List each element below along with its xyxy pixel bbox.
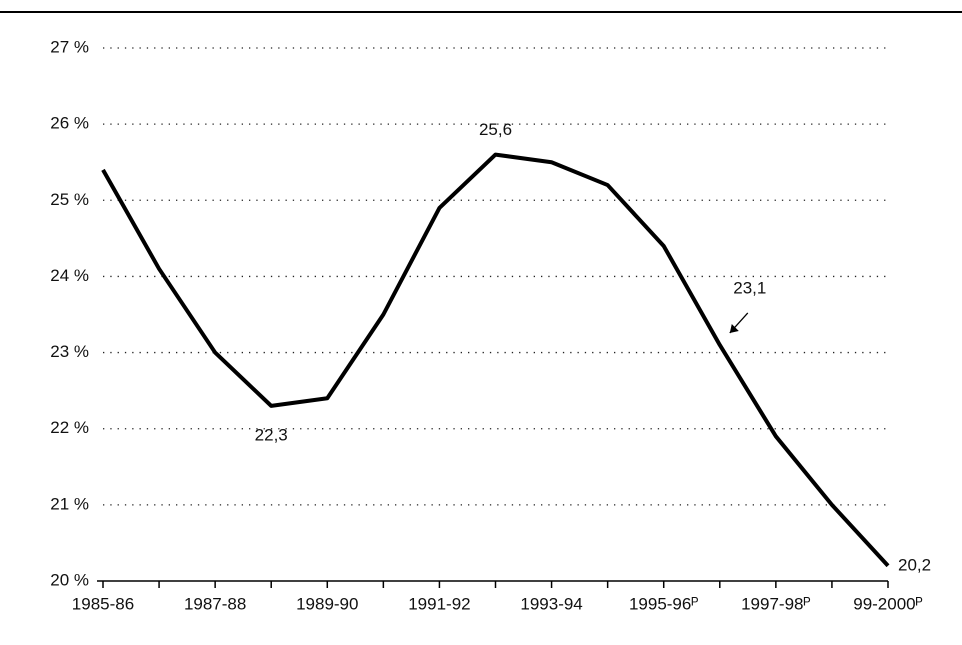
y-tick-label: 20 % [50, 570, 89, 589]
x-tick-label: 1995-96ᴾ [629, 594, 699, 613]
y-tick-label: 27 % [50, 37, 89, 56]
y-tick-label: 22 % [50, 418, 89, 437]
arrow-head [729, 323, 739, 333]
x-tick-label: 1987-88 [184, 594, 246, 613]
x-tick-label: 99-2000ᴾ [853, 594, 923, 613]
x-tick-label: 1997-98ᴾ [741, 594, 811, 613]
data-label: 25,6 [479, 120, 512, 139]
y-tick-label: 23 % [50, 342, 89, 361]
data-label: 22,3 [255, 425, 288, 444]
x-tick-label: 1991-92 [408, 594, 470, 613]
data-label: 20,2 [898, 555, 931, 574]
x-tick-label: 1985-86 [72, 594, 134, 613]
x-tick-label: 1993-94 [520, 594, 582, 613]
data-label: 23,1 [733, 278, 766, 297]
y-tick-label: 24 % [50, 266, 89, 285]
x-tick-label: 1989-90 [296, 594, 358, 613]
line [101, 152, 890, 568]
y-tick-label: 25 % [50, 190, 89, 209]
y-tick-label: 21 % [50, 494, 89, 513]
y-tick-label: 26 % [50, 114, 89, 133]
